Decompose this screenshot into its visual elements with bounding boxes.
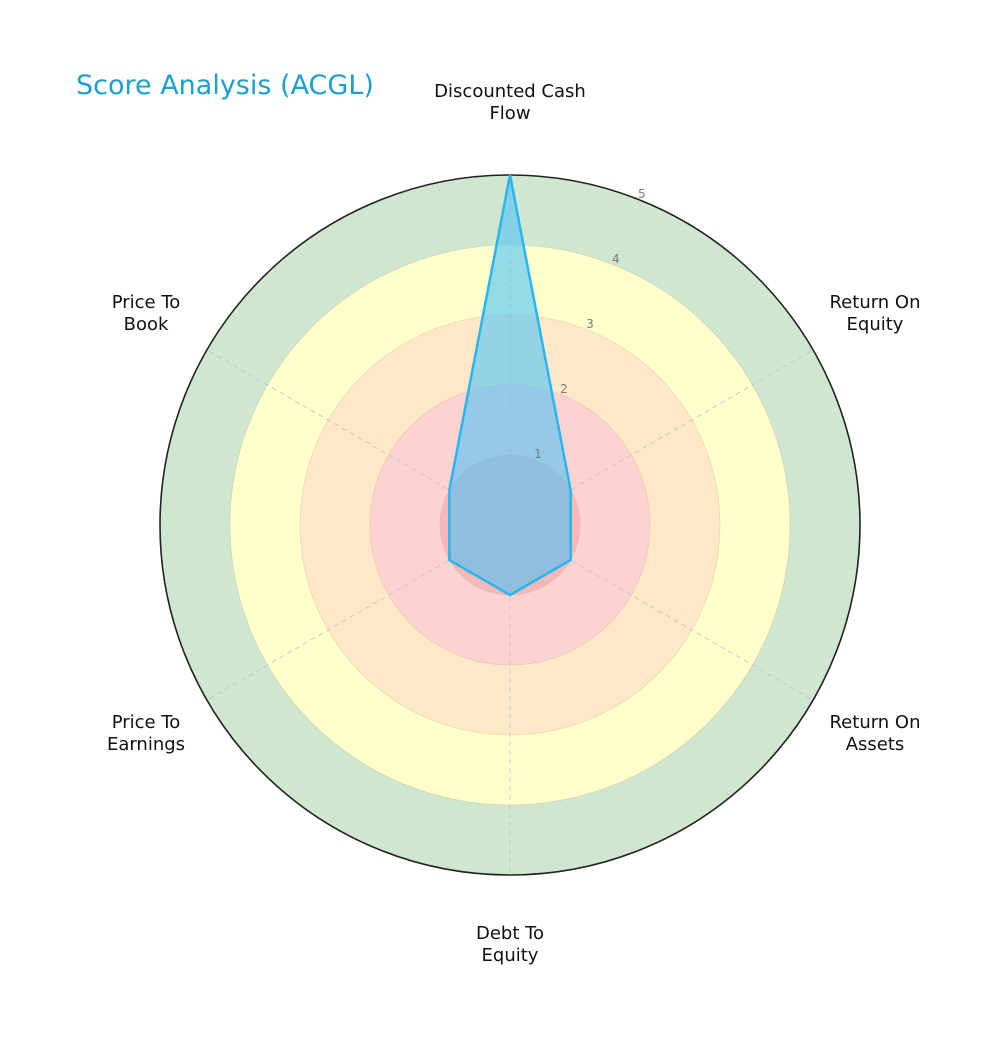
radial-tick-label: 2 [560,382,568,396]
axis-label: Debt To Equity [475,923,545,966]
radial-tick-label: 3 [586,317,594,331]
axis-label: Price To Earnings [106,712,186,755]
radial-tick-label: 1 [534,447,542,461]
axis-label: Return On Assets [829,712,921,755]
axis-label: Price To Book [111,292,181,335]
chart-title: Score Analysis (ACGL) [76,70,374,101]
radial-tick-label: 4 [612,252,620,266]
radial-tick-label: 5 [638,187,646,201]
series-polygon [448,174,572,597]
axis-label: Discounted Cash Flow [434,81,586,124]
axis-label: Return On Equity [829,292,921,335]
